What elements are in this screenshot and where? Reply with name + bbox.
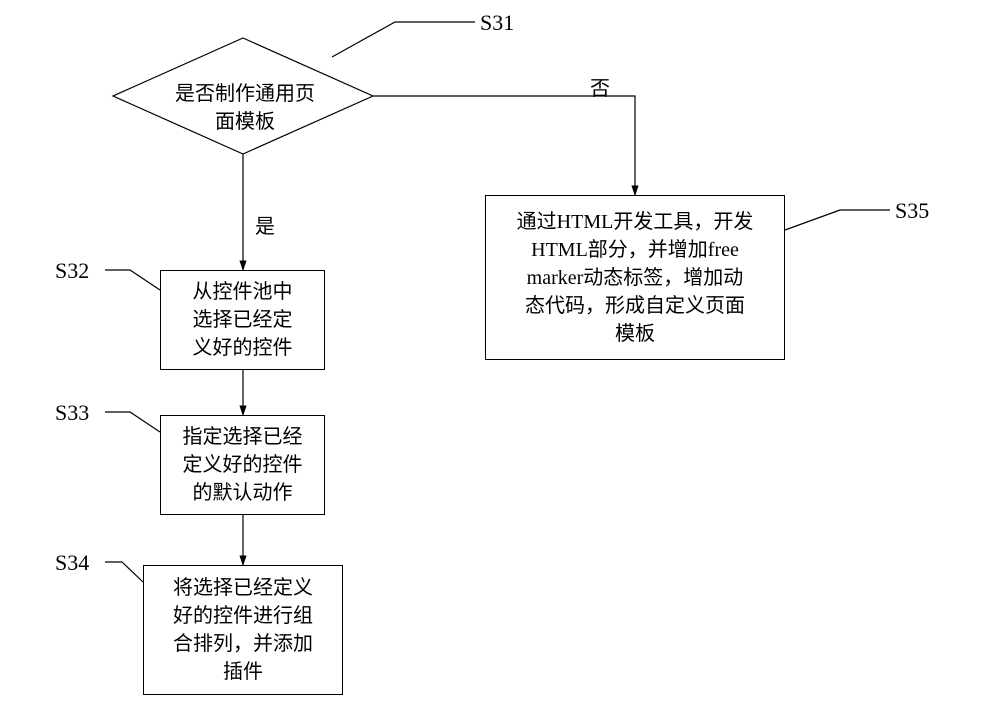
node-s32: 从控件池中选择已经定义好的控件 bbox=[160, 270, 325, 370]
node-s35: 通过HTML开发工具，开发HTML部分，并增加freemarker动态标签，增加… bbox=[485, 195, 785, 360]
node-s34: 将选择已经定义好的控件进行组合排列，并添加插件 bbox=[143, 565, 343, 695]
edge-label-no: 否 bbox=[590, 72, 610, 101]
step-label-s34: S34 bbox=[55, 550, 89, 576]
node-s32-text: 从控件池中选择已经定义好的控件 bbox=[193, 278, 293, 362]
decision-text: 是否制作通用页面模板 bbox=[170, 80, 320, 136]
step-label-s35: S35 bbox=[895, 198, 929, 224]
step-label-s31: S31 bbox=[480, 10, 514, 36]
step-label-s33: S33 bbox=[55, 400, 89, 426]
node-s34-text: 将选择已经定义好的控件进行组合排列，并添加插件 bbox=[173, 574, 313, 686]
edge-label-yes: 是 bbox=[255, 210, 275, 239]
node-s33: 指定选择已经定义好的控件的默认动作 bbox=[160, 415, 325, 515]
node-s33-text: 指定选择已经定义好的控件的默认动作 bbox=[183, 423, 303, 507]
decision-label: 是否制作通用页面模板 bbox=[175, 83, 315, 133]
step-label-s32: S32 bbox=[55, 258, 89, 284]
node-s35-text: 通过HTML开发工具，开发HTML部分，并增加freemarker动态标签，增加… bbox=[517, 208, 754, 348]
